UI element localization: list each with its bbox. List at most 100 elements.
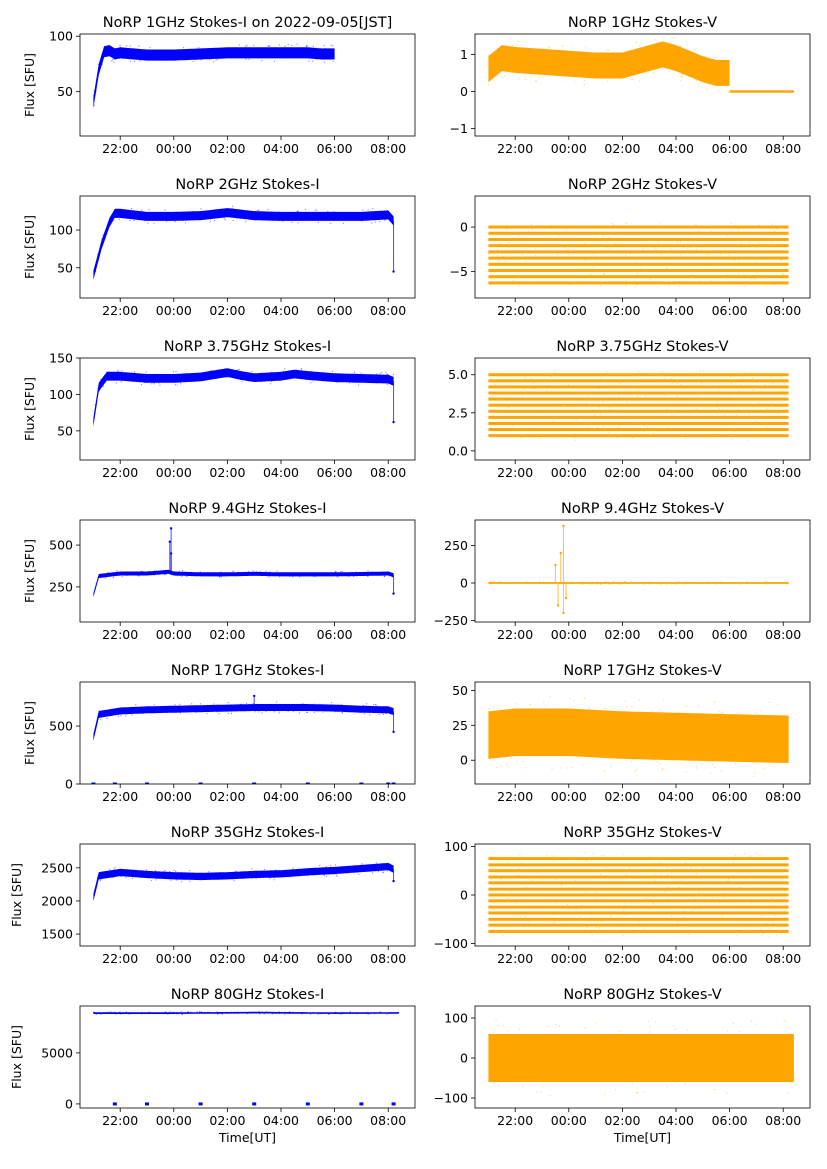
data-point [142, 381, 145, 383]
data-point [767, 583, 769, 586]
data-point [685, 771, 687, 773]
data-point [384, 219, 386, 221]
data-point [786, 389, 788, 391]
data-dropout [145, 782, 149, 784]
data-point [330, 865, 332, 867]
data-point [493, 1028, 495, 1030]
data-point [775, 243, 778, 245]
data-point [312, 49, 314, 51]
y-tick-label: 5.0 [448, 367, 468, 382]
data-point [180, 55, 182, 57]
data-point [161, 570, 163, 573]
data-point [517, 252, 519, 254]
data-point [118, 715, 120, 718]
data-point [237, 874, 239, 877]
data-point [693, 233, 695, 235]
data-point [750, 278, 752, 280]
y-tick-label: −5 [450, 264, 468, 279]
data-point [737, 918, 739, 920]
data-point [756, 930, 758, 932]
data-point [652, 902, 654, 904]
data-point [236, 369, 239, 371]
data-point [660, 582, 662, 584]
x-tick-label: 04:00 [658, 789, 694, 804]
data-level [488, 237, 789, 241]
data-point [142, 571, 144, 573]
data-point [653, 1068, 655, 1070]
data-point [666, 267, 668, 269]
data-point [150, 879, 152, 882]
data-point [673, 64, 675, 66]
y-tick-label: 0 [460, 576, 468, 591]
data-point [619, 383, 621, 385]
data-point [196, 1011, 198, 1013]
data-point [618, 425, 620, 427]
plot-area [488, 36, 794, 93]
data-point [653, 432, 655, 434]
data-point [152, 382, 154, 384]
data-point [127, 574, 129, 576]
data-point [517, 235, 520, 237]
data-point [650, 583, 652, 585]
data-band [93, 208, 394, 280]
data-point [665, 1043, 668, 1045]
data-point [286, 1012, 288, 1014]
data-dropout [198, 782, 203, 784]
x-tick-label: 22:00 [102, 465, 138, 480]
data-dropout [359, 782, 364, 784]
data-point [333, 211, 335, 213]
x-tick-label: 06:00 [712, 951, 748, 966]
data-point [336, 576, 338, 578]
data-point [358, 214, 360, 217]
data-level [488, 244, 789, 248]
data-point [766, 922, 768, 924]
data-level [488, 379, 789, 383]
data-band [93, 569, 394, 598]
data-point [727, 581, 729, 584]
data-point [185, 1012, 187, 1015]
data-point [107, 372, 109, 374]
data-band [93, 368, 394, 427]
data-point [153, 570, 156, 572]
data-point [102, 574, 105, 576]
data-point [203, 1012, 205, 1015]
data-dropout [305, 782, 310, 784]
data-point [698, 230, 700, 232]
y-tick-label: −250 [434, 613, 468, 628]
data-point [152, 710, 155, 712]
data-point [637, 582, 639, 584]
data-point [362, 209, 364, 211]
data-point [740, 1051, 742, 1053]
data-point [265, 1010, 267, 1013]
data-point [264, 571, 266, 574]
data-point [649, 581, 651, 583]
data-point [239, 709, 242, 712]
data-point [545, 60, 547, 62]
data-point [633, 582, 635, 584]
data-point [748, 252, 750, 254]
data-point [626, 728, 628, 730]
data-point [710, 230, 712, 232]
data-point [494, 384, 496, 386]
data-level [488, 875, 789, 879]
plot-area [487, 222, 789, 288]
data-point [140, 570, 142, 572]
data-point [148, 570, 150, 573]
data-point [206, 1011, 209, 1013]
data-point [685, 48, 687, 50]
data-point [696, 733, 699, 735]
data-point [718, 711, 721, 713]
data-point [644, 403, 647, 405]
data-point [531, 583, 534, 585]
data-point [766, 580, 768, 583]
data-point [306, 51, 308, 53]
data-point [569, 715, 571, 717]
data-point [520, 428, 522, 431]
data-point [231, 207, 233, 209]
data-point [623, 909, 625, 911]
data-point [560, 885, 563, 887]
data-point [255, 877, 257, 879]
data-point [622, 263, 625, 265]
data-point [527, 889, 529, 891]
plot-area [488, 852, 790, 938]
